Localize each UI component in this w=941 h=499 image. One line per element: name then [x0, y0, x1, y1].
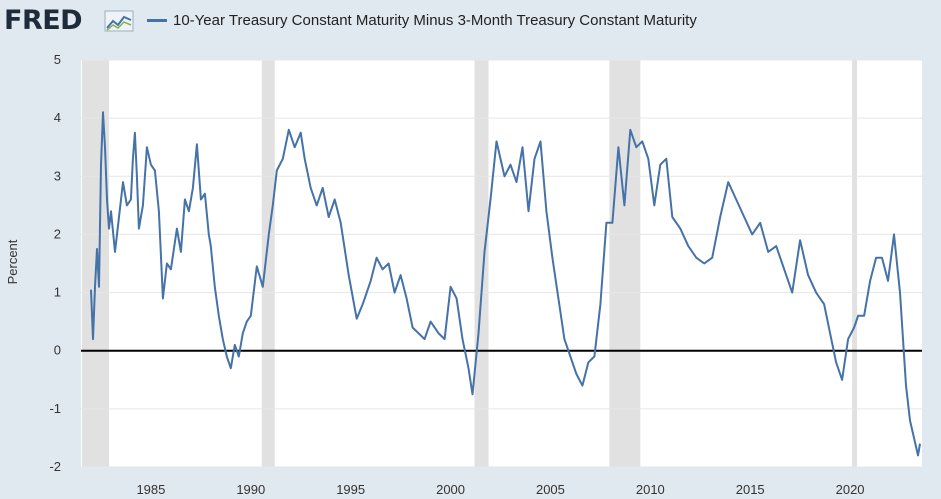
- x-tick-label: 1995: [336, 482, 365, 497]
- y-tick-label: -2: [49, 459, 61, 474]
- recession-band: [852, 60, 858, 467]
- chart-header: FRED 10-Year Treasury Constant Maturity …: [0, 0, 941, 44]
- x-tick-label: 1990: [236, 482, 265, 497]
- recession-bands: [81, 60, 858, 467]
- x-tick-label: 2000: [436, 482, 465, 497]
- x-tick-label: 2005: [536, 482, 565, 497]
- y-tick-label: 1: [54, 285, 61, 300]
- recession-band: [474, 60, 489, 467]
- x-tick-label: 2015: [736, 482, 765, 497]
- y-tick-label: 2: [54, 226, 61, 241]
- recession-band: [261, 60, 275, 467]
- x-tick-label: 2020: [836, 482, 865, 497]
- fred-chart-icon: [104, 10, 134, 32]
- y-tick-label: 3: [54, 168, 61, 183]
- y-tick-label: 4: [54, 110, 61, 125]
- recession-band: [609, 60, 641, 467]
- legend-label: 10-Year Treasury Constant Maturity Minus…: [173, 12, 697, 29]
- legend[interactable]: 10-Year Treasury Constant Maturity Minus…: [147, 12, 697, 29]
- x-tick-label: 1985: [136, 482, 165, 497]
- y-tick-label: 0: [54, 343, 61, 358]
- y-tick-labels: 5 4 3 2 1 0 -1 -2: [49, 52, 61, 474]
- y-tick-label: 5: [54, 52, 61, 67]
- fred-logo[interactable]: FRED: [4, 5, 83, 36]
- y-tick-label: -1: [49, 401, 61, 416]
- series-line[interactable]: [90, 111, 921, 457]
- x-tick-labels: 1985 1990 1995 2000 2005 2010 2015 2020: [136, 482, 864, 497]
- legend-swatch: [147, 19, 167, 22]
- grid-lines: [81, 59, 922, 468]
- x-tick-label: 2010: [636, 482, 665, 497]
